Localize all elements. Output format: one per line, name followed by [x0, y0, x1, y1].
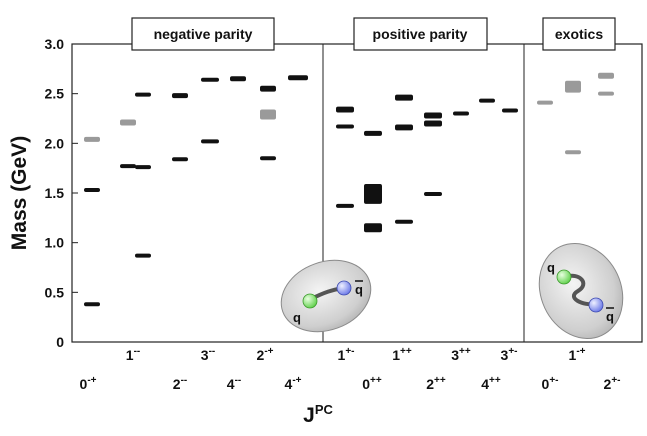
y-tick-label: 2.5 [45, 86, 65, 102]
y-axis-label: Mass (GeV) [8, 136, 31, 250]
y-axis: 0 0.5 1.0 1.5 2.0 2.5 3.0 [45, 36, 78, 350]
jpc-label: 0+- [542, 375, 559, 392]
jpc-label: 3++ [451, 346, 471, 363]
gluon-string [563, 273, 598, 307]
y-tick-label: 1.5 [45, 185, 65, 201]
panel-title-positive-parity: positive parity [353, 17, 488, 51]
jpc-label: 2-- [173, 375, 187, 392]
jpc-label: 4-- [227, 375, 241, 392]
x-category-labels: 0-+ 1-- 2-- 3-- 4-- 2-+ 4-+ 1+- 0++ 1++ 2++ 3++ 4++3… [80, 346, 621, 392]
y-tick-label: 1.0 [45, 235, 65, 251]
state-mark-gray [260, 109, 276, 120]
state-mark [260, 85, 276, 92]
state-mark [424, 112, 442, 119]
state-mark [84, 302, 100, 307]
state-mark [364, 223, 382, 233]
y-tick-label: 2.0 [45, 135, 65, 151]
state-mark-gray [84, 136, 100, 142]
state-mark [424, 191, 442, 196]
jpc-label: 3-- [201, 346, 215, 363]
svg-text:positive parity: positive parity [373, 26, 468, 42]
state-mark [288, 75, 308, 81]
jpc-label: 2+- [604, 375, 621, 392]
hybrid-quark-label: q [547, 260, 555, 275]
meson-inset: q q [280, 259, 372, 333]
state-mark [135, 92, 151, 97]
meson-ellipse [280, 259, 372, 333]
antiquark-ball [336, 280, 352, 296]
state-mark [84, 188, 100, 193]
state-mark [336, 124, 354, 129]
state-mark [260, 156, 276, 161]
state-mark-gray [598, 91, 614, 96]
state-mark [135, 253, 151, 258]
state-mark [201, 139, 219, 144]
jpc-label: 1-+ [569, 346, 586, 363]
state-mark [395, 94, 413, 101]
hybrid-antiquark-label: q [606, 309, 614, 324]
jpc-label: 3+- [501, 346, 518, 363]
jpc-label: 2++ [426, 375, 446, 392]
jpc-label: 0++ [362, 375, 382, 392]
x-axis-label: JPC [303, 402, 333, 427]
state-mark [453, 111, 469, 116]
state-mark-gray [537, 100, 553, 105]
panel-title-negative-parity: negative parity [131, 17, 275, 51]
meson-quark-label: q [293, 310, 301, 325]
state-mark-gray [565, 150, 581, 155]
state-mark [395, 219, 413, 224]
y-tick-label: 0 [56, 334, 64, 350]
jpc-label: 2-+ [257, 346, 274, 363]
jpc-label: 0-+ [80, 375, 97, 392]
state-mark [364, 184, 382, 204]
state-mark [502, 108, 518, 113]
state-mark [172, 93, 188, 99]
state-mark [135, 165, 151, 170]
state-mark [364, 130, 382, 136]
state-mark [395, 124, 413, 131]
jpc-label: 4-+ [285, 375, 302, 392]
state-mark [424, 120, 442, 127]
svg-text:negative parity: negative parity [154, 26, 253, 42]
hybrid-inset: q q [538, 242, 624, 340]
y-tick-label: 3.0 [45, 36, 65, 52]
state-mark [172, 157, 188, 162]
state-mark [201, 77, 219, 82]
hybrid-quark-ball [556, 269, 572, 285]
quark-ball [302, 293, 318, 309]
state-mark-gray [565, 80, 581, 93]
state-mark [230, 76, 246, 82]
state-mark-gray [120, 119, 136, 126]
state-mark [336, 106, 354, 113]
state-mark-gray [598, 72, 614, 79]
jpc-label: 4++ [481, 375, 501, 392]
meson-antiquark-label: q [355, 282, 363, 297]
state-mark [120, 164, 136, 169]
state-mark [336, 203, 354, 208]
panel-title-exotics: exotics [542, 17, 616, 51]
state-mark [479, 98, 495, 103]
jpc-label: 1-- [126, 346, 140, 363]
hybrid-antiquark-ball [588, 297, 604, 313]
data-marks [84, 72, 614, 307]
svg-text:exotics: exotics [555, 26, 603, 42]
y-tick-label: 0.5 [45, 284, 65, 300]
jpc-label: 1+- [338, 346, 355, 363]
jpc-label: 1++ [392, 346, 412, 363]
